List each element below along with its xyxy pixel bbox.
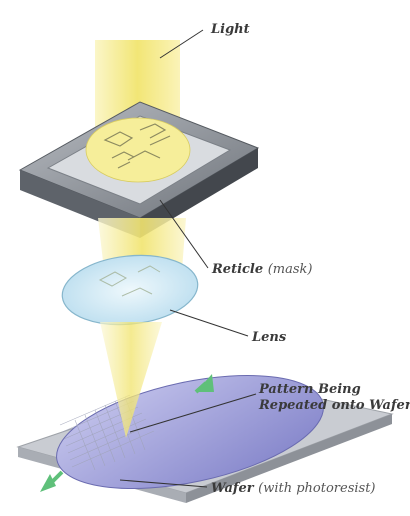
- label-lens: Lens: [252, 330, 286, 346]
- reticle-block: [18, 101, 260, 238]
- label-reticle: Reticle (mask): [212, 262, 312, 278]
- light-beam-cone: [100, 322, 162, 438]
- label-reticle-text: Reticle: [212, 262, 264, 277]
- label-lens-text: Lens: [252, 330, 287, 345]
- label-light: Light: [211, 22, 250, 38]
- label-pattern-line1: Pattern Being: [259, 382, 361, 397]
- leader-lines: [119, 29, 257, 488]
- label-pattern: Pattern Being Repeated onto Wafer: [259, 382, 410, 414]
- label-wafer-note: (with photoresist): [258, 481, 376, 496]
- label-pattern-line2: Repeated onto Wafer: [259, 398, 410, 413]
- label-wafer: Wafer (with photoresist): [211, 481, 376, 497]
- leader-pattern: [129, 393, 257, 433]
- leader-wafer: [119, 479, 208, 488]
- leader-lens: [169, 309, 249, 337]
- leader-light: [159, 29, 204, 59]
- label-light-text: Light: [211, 22, 250, 37]
- stage-motion-arrows: [40, 374, 214, 492]
- label-wafer-text: Wafer: [211, 481, 254, 496]
- label-reticle-note: (mask): [267, 262, 313, 277]
- leader-reticle: [159, 199, 209, 269]
